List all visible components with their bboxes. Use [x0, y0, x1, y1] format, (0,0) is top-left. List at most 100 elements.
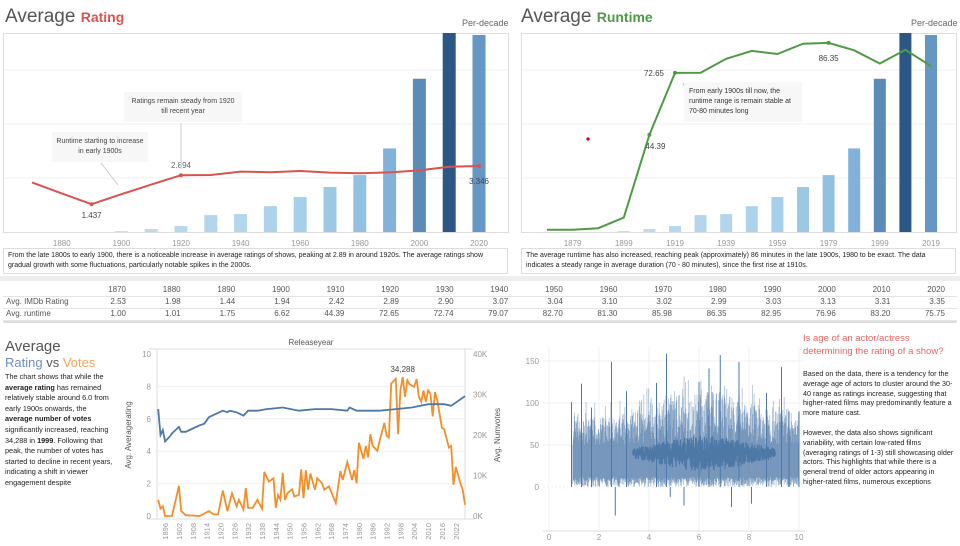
subtitle-vs: vs [46, 355, 60, 370]
text-seg: significantly increased, reaching 34,288… [5, 424, 109, 445]
table-cell: 83.20 [870, 309, 891, 318]
table-cell: 3.07 [492, 297, 509, 306]
point-label: 44.39 [645, 142, 666, 151]
peak-label: 34,288 [390, 365, 415, 374]
x-axis-label: 1879 [564, 239, 582, 248]
x-tick-label: 1974 [341, 523, 350, 540]
x-tick-label: 2010 [424, 523, 433, 540]
table-cell: 1.75 [219, 309, 236, 318]
y-tick-label: 10 [142, 350, 151, 359]
y-tick-label: 0 [535, 483, 540, 492]
rating-vs-votes-chart: Releaseyear 0 2 4 6 8 10 0K 10K 20K 30K 40K 1896 1902… [124, 338, 502, 540]
table-header-year: 1940 [490, 285, 509, 294]
rating-description: From the late 1800s to early 1900, there… [3, 248, 508, 274]
line-point-1980 [826, 40, 831, 45]
x-axis-label: 1980 [351, 239, 369, 248]
table-cell: 1.44 [219, 297, 236, 306]
title-accent: Rating [80, 9, 125, 25]
table-header-year: 2020 [927, 285, 945, 294]
table-header-year: 1970 [654, 285, 672, 294]
table-header-year: 1910 [326, 285, 345, 294]
table-cell: 3.13 [820, 297, 836, 306]
runtime-description: The average runtime has also increased, … [521, 248, 956, 274]
bar-marks [572, 376, 800, 487]
votes-text-panel: Average Rating vs Votes The chart shows … [5, 338, 115, 489]
annotation-runtime-start: Runtime starting to increase in early 19… [52, 132, 148, 162]
age-paragraph-1: Based on the data, there is a tendency f… [803, 369, 953, 418]
bar-1960 [293, 196, 307, 232]
point-label: 72.65 [644, 69, 665, 78]
table-header-year: 1960 [599, 285, 618, 294]
y2-tick-label: 30K [473, 391, 488, 400]
table-header-year: 2010 [872, 285, 891, 294]
x-tick-label: 0 [547, 533, 552, 542]
x-tick-label: 4 [647, 533, 652, 542]
y-tick-label: 100 [526, 399, 540, 408]
x-tick-label: 1986 [369, 523, 378, 540]
table-header-year: 1930 [435, 285, 454, 294]
x-tick-label: 1998 [396, 523, 405, 540]
x-tick-label: 1914 [203, 523, 212, 540]
votes-subtitle: Rating vs Votes [5, 355, 115, 370]
y2-axis-title: Avg. Numvotes [493, 408, 502, 462]
table-header-year: 1950 [545, 285, 563, 294]
table-cell: 85.98 [651, 309, 672, 318]
line-point-1890 [89, 202, 94, 207]
table-row-runtime: Avg. runtime 1.00 1.01 1.75 6.62 44.39 72.65 7… [3, 309, 957, 321]
x-tick-label: 2022 [452, 523, 461, 540]
table-header-year: 1890 [217, 285, 236, 294]
x-tick-label: 1968 [327, 523, 336, 540]
rating-panel-title: Average Rating [5, 6, 124, 28]
bar-2020 [925, 34, 937, 232]
table-cell: 6.62 [274, 309, 290, 318]
bar-1970 [323, 187, 337, 232]
line-point-1920 [179, 173, 183, 178]
x-tick-label: 6 [697, 533, 702, 542]
table-cell: 1.98 [165, 297, 181, 306]
bar-1920 [174, 226, 188, 232]
x-tick-label: 1950 [286, 523, 295, 540]
x-axis-label: 1939 [717, 239, 735, 248]
text-bold: average rating [5, 382, 55, 392]
point-label: 3.346 [469, 177, 490, 186]
table-header-year: 2000 [818, 285, 836, 294]
age-panel-text: Based on the data, there is a tendency f… [803, 369, 955, 487]
y-tick-label: 8 [147, 382, 152, 391]
table-cell: 2.53 [110, 297, 126, 306]
bar-1910 [643, 229, 656, 232]
x-tick-label: 1944 [272, 523, 281, 540]
table-cell: 82.95 [761, 309, 782, 318]
table-cell: 3.02 [656, 297, 672, 306]
x-tick-label: 1896 [161, 523, 170, 540]
y-tick-label: 0 [147, 512, 152, 521]
point-label: 1.437 [82, 211, 103, 220]
x-axis-label: 2000 [411, 239, 429, 248]
y-tick-label: 4 [147, 447, 152, 456]
x-tick-label: 1962 [313, 523, 322, 540]
y2-tick-label: 10K [473, 472, 488, 481]
per-decade-label: Per-decade [911, 18, 958, 28]
bar-1910 [144, 229, 158, 232]
table-cell: 3.04 [547, 297, 563, 306]
title-main: Average [521, 6, 592, 27]
age-paragraph-2: However, the data also shows significant… [803, 427, 954, 486]
plot-border [3, 33, 509, 233]
table-cell: 1.00 [110, 309, 126, 318]
decade-table: 1870 1880 1890 1900 1910 1920 1930 1940 1950 1960… [3, 283, 957, 323]
table-cell: 3.35 [929, 297, 945, 306]
x-tick-label: 10 [795, 533, 804, 542]
point-label: 86.35 [819, 54, 840, 63]
subtitle-rating: Rating [5, 355, 43, 370]
x-tick-label: 1956 [300, 523, 309, 540]
bar-1930 [204, 215, 218, 232]
chart-title: Releaseyear [289, 338, 334, 347]
table-cell: 75.75 [924, 309, 945, 318]
x-axis-label: 1919 [666, 239, 684, 248]
per-decade-label: Per-decade [462, 18, 509, 28]
bar-1960 [771, 196, 784, 232]
table-cell: 72.65 [378, 309, 399, 318]
y-tick-label: 50 [530, 441, 539, 450]
annotation-steady: Ratings remain steady from 1920 till rec… [124, 92, 242, 122]
bar-1940 [234, 214, 248, 232]
